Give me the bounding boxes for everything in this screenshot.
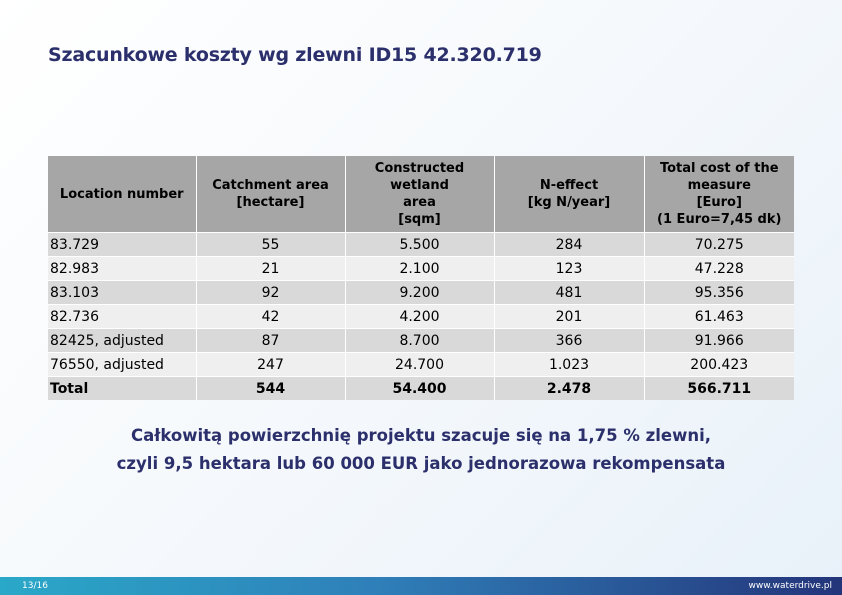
cell-total-cost: 95.356 [644, 280, 794, 305]
summary-note: Całkowitą powierzchnię projektu szacuje … [0, 422, 842, 478]
cell-total-cost: 91.966 [644, 328, 794, 353]
cell-n-effect: 201 [494, 304, 645, 329]
table-row: 82.736 42 4.200 201 61.463 [48, 304, 794, 329]
cell-total-cost: 200.423 [644, 352, 794, 377]
cell-catchment-area: 42 [196, 304, 346, 329]
cell-total-cost: 70.275 [644, 232, 794, 257]
header-location-number: Location number [48, 156, 197, 233]
cell-total-cost: 47.228 [644, 256, 794, 281]
total-label: Total [48, 376, 197, 400]
cell-location: 82.983 [48, 256, 197, 281]
page-number: 13/16 [22, 581, 48, 591]
cell-catchment-area: 92 [196, 280, 346, 305]
table-row: 83.103 92 9.200 481 95.356 [48, 280, 794, 305]
table-row: 83.729 55 5.500 284 70.275 [48, 232, 794, 257]
cell-n-effect: 123 [494, 256, 645, 281]
cell-wetland-area: 24.700 [345, 352, 495, 377]
cell-catchment-area: 21 [196, 256, 346, 281]
summary-line-1: Całkowitą powierzchnię projektu szacuje … [130, 426, 712, 445]
footer-bar: 13/16 www.waterdrive.pl [0, 577, 842, 595]
cell-wetland-area: 2.100 [345, 256, 495, 281]
header-wetland-area: Constructed wetland area [sqm] [345, 156, 495, 233]
total-wetland-area: 54.400 [345, 376, 495, 400]
cell-location: 76550, adjusted [48, 352, 197, 377]
header-n-effect: N-effect [kg N/year] [494, 156, 645, 233]
table-row: 82425, adjusted 87 8.700 366 91.966 [48, 328, 794, 353]
total-catchment-area: 544 [196, 376, 346, 400]
cell-wetland-area: 8.700 [345, 328, 495, 353]
cell-n-effect: 1.023 [494, 352, 645, 377]
cell-wetland-area: 5.500 [345, 232, 495, 257]
cell-n-effect: 284 [494, 232, 645, 257]
summary-line-2: czyli 9,5 hektara lub 60 000 EUR jako je… [116, 454, 726, 473]
page-title: Szacunkowe koszty wg zlewni ID15 42.320.… [48, 44, 542, 66]
cell-catchment-area: 87 [196, 328, 346, 353]
cell-location: 82.736 [48, 304, 197, 329]
cell-n-effect: 481 [494, 280, 645, 305]
header-total-cost: Total cost of the measure [Euro] (1 Euro… [644, 156, 794, 233]
cell-catchment-area: 55 [196, 232, 346, 257]
cell-wetland-area: 4.200 [345, 304, 495, 329]
cost-table: Location number Catchment area [hectare]… [48, 156, 794, 400]
total-n-effect: 2.478 [494, 376, 645, 400]
table-row: 82.983 21 2.100 123 47.228 [48, 256, 794, 281]
cell-total-cost: 61.463 [644, 304, 794, 329]
table-header-row: Location number Catchment area [hectare]… [48, 156, 794, 233]
cell-location: 83.729 [48, 232, 197, 257]
header-catchment-area: Catchment area [hectare] [196, 156, 346, 233]
table-total-row: Total 544 54.400 2.478 566.711 [48, 376, 794, 400]
cell-location: 83.103 [48, 280, 197, 305]
cell-wetland-area: 9.200 [345, 280, 495, 305]
cell-catchment-area: 247 [196, 352, 346, 377]
website-label: www.waterdrive.pl [748, 581, 832, 591]
cell-location: 82425, adjusted [48, 328, 197, 353]
table-row: 76550, adjusted 247 24.700 1.023 200.423 [48, 352, 794, 377]
cell-n-effect: 366 [494, 328, 645, 353]
total-cost: 566.711 [644, 376, 794, 400]
